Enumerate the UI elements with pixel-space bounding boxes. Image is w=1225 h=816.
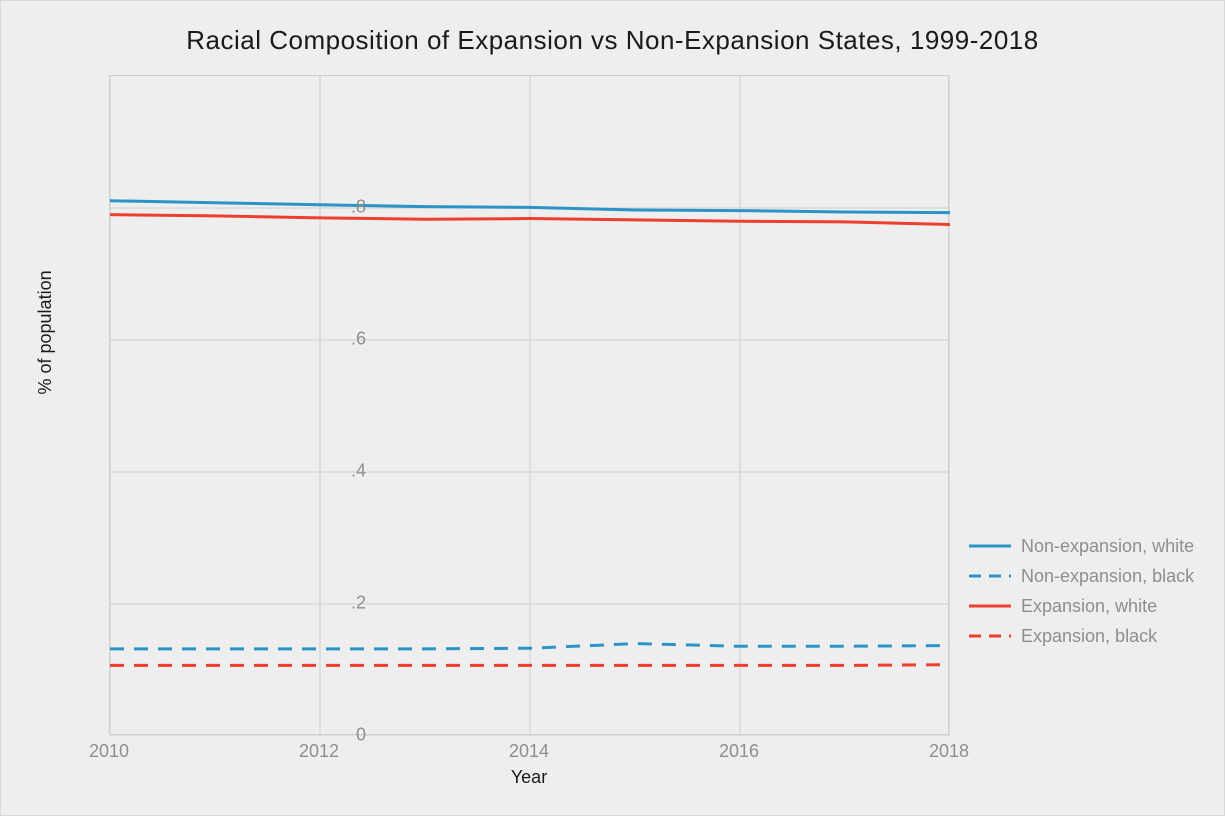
legend-item-exp_black: Expansion, black bbox=[969, 621, 1194, 651]
y-axis-label: % of population bbox=[35, 270, 56, 394]
legend-swatch-icon bbox=[969, 561, 1011, 591]
legend-label: Non-expansion, white bbox=[1021, 536, 1194, 557]
plot-svg bbox=[110, 76, 950, 736]
legend-label: Expansion, white bbox=[1021, 596, 1157, 617]
x-tick-label: 2010 bbox=[89, 741, 129, 762]
legend-label: Expansion, black bbox=[1021, 626, 1157, 647]
y-tick-label: .4 bbox=[306, 461, 366, 482]
y-tick-label: .2 bbox=[306, 593, 366, 614]
legend-swatch-icon bbox=[969, 591, 1011, 621]
y-tick-label: .6 bbox=[306, 329, 366, 350]
legend-item-exp_white: Expansion, white bbox=[969, 591, 1194, 621]
legend-label: Non-expansion, black bbox=[1021, 566, 1194, 587]
x-tick-label: 2012 bbox=[299, 741, 339, 762]
legend-swatch-icon bbox=[969, 621, 1011, 651]
x-tick-label: 2018 bbox=[929, 741, 969, 762]
plot-area bbox=[109, 75, 949, 735]
legend-item-nonexp_white: Non-expansion, white bbox=[969, 531, 1194, 561]
y-tick-label: .8 bbox=[306, 197, 366, 218]
chart-frame: Racial Composition of Expansion vs Non-E… bbox=[0, 0, 1225, 816]
x-tick-label: 2016 bbox=[719, 741, 759, 762]
legend: Non-expansion, white Non-expansion, black… bbox=[969, 531, 1194, 651]
x-tick-label: 2014 bbox=[509, 741, 549, 762]
chart-title: Racial Composition of Expansion vs Non-E… bbox=[1, 25, 1224, 56]
x-axis-label: Year bbox=[511, 767, 547, 788]
legend-swatch-icon bbox=[969, 531, 1011, 561]
legend-item-nonexp_black: Non-expansion, black bbox=[969, 561, 1194, 591]
series-exp_black bbox=[110, 665, 950, 666]
